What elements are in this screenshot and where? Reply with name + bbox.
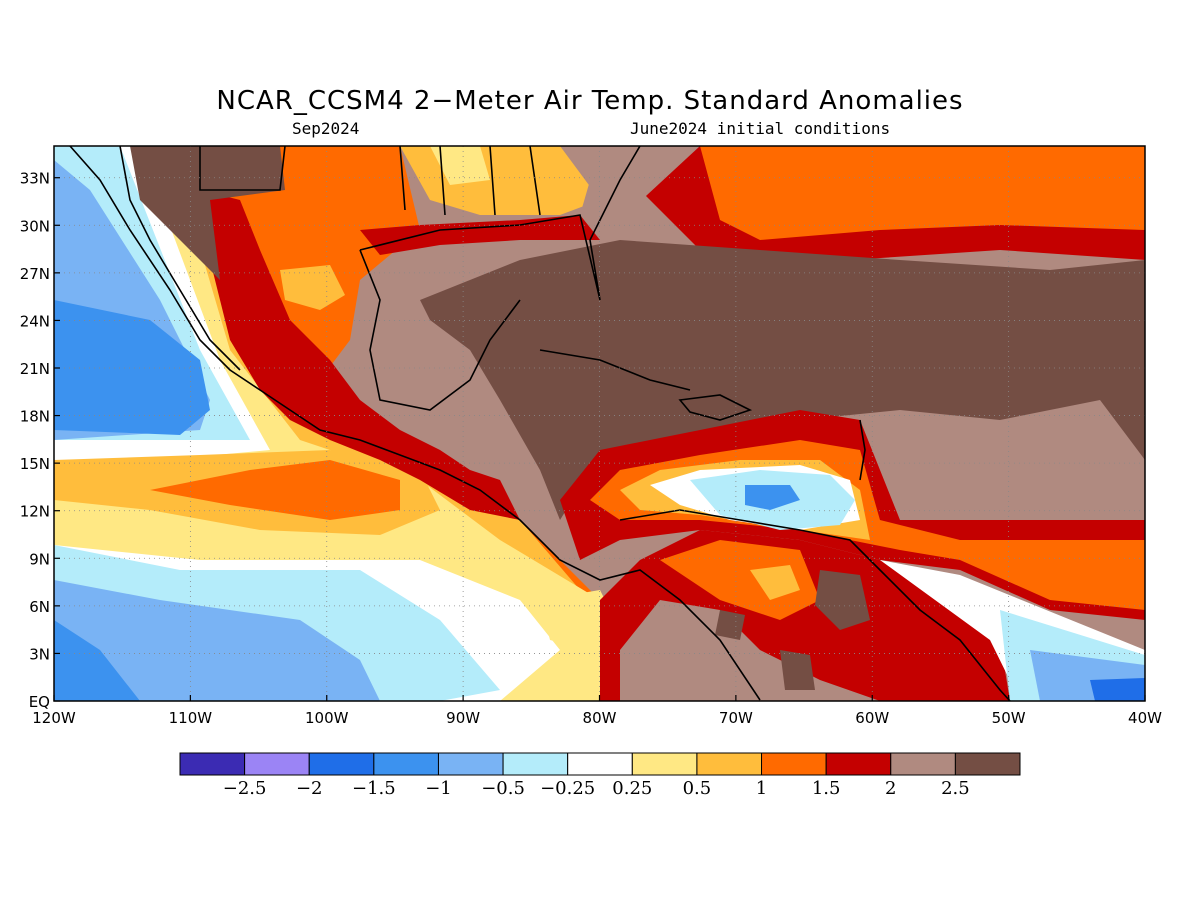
colorbar-label: 2.5 <box>941 778 970 799</box>
x-tick-label: 100W <box>305 709 349 727</box>
colorbar-swatch <box>244 752 310 776</box>
colorbar-swatch <box>890 752 956 776</box>
x-tick-label: 50W <box>992 709 1026 727</box>
y-tick-label: 12N <box>20 503 50 521</box>
colorbar-label: −0.5 <box>481 778 525 799</box>
colorbar-swatch <box>954 752 1021 776</box>
colorbar-swatch <box>631 752 698 776</box>
x-tick-label: 110W <box>169 709 213 727</box>
colorbar-swatch <box>502 752 569 776</box>
colorbar-swatch <box>696 752 763 776</box>
map-title: NCAR_CCSM4 2−Meter Air Temp. Standard An… <box>216 86 964 116</box>
y-tick-label: 24N <box>20 312 50 330</box>
x-tick-label: 120W <box>32 709 76 727</box>
y-tick-label: 6N <box>29 598 50 616</box>
colorbar-label: −0.25 <box>540 778 595 799</box>
y-tick-label: 15N <box>20 455 50 473</box>
forecast-month: Sep2024 <box>292 119 360 138</box>
x-tick-label: 70W <box>719 709 753 727</box>
coastline-overlay <box>69 146 1011 701</box>
colorbar-label: −1.5 <box>352 778 396 799</box>
colorbar-swatch <box>567 752 633 776</box>
colorbar-label: 1.5 <box>812 778 841 799</box>
y-tick-label: 33N <box>20 170 50 188</box>
x-tick-label: 40W <box>1128 709 1162 727</box>
x-tick-label: 90W <box>446 709 480 727</box>
colorbar-swatch <box>761 752 827 776</box>
y-tick-label: EQ <box>29 693 50 711</box>
colorbar-label: 0.25 <box>612 778 652 799</box>
y-tick-label: 30N <box>20 217 50 235</box>
graticule <box>54 146 1145 701</box>
latitude-axis: EQ 3N 6N 9N 12N 15N 18N 21N 24N 27N 30N 33N <box>20 170 60 711</box>
colorbar-swatch <box>437 752 504 776</box>
colorbar-swatch <box>373 752 439 776</box>
colorbar-legend: −2.5 −2 −1.5 −1 −0.5 −0.25 0.25 0.5 1 1.5 2 2.5 <box>179 752 1021 799</box>
y-tick-label: 27N <box>20 265 50 283</box>
initial-conditions: June2024 initial conditions <box>630 119 891 138</box>
colorbar-swatch <box>825 752 892 776</box>
x-tick-label: 60W <box>855 709 889 727</box>
y-tick-label: 9N <box>29 550 50 568</box>
colorbar-label: −2 <box>296 778 323 799</box>
colorbar-swatch <box>308 752 375 776</box>
colorbar-label: 1 <box>756 778 767 799</box>
y-tick-label: 3N <box>29 645 50 663</box>
colorbar-label: −2.5 <box>223 778 267 799</box>
colorbar-label: −1 <box>425 778 452 799</box>
y-tick-label: 21N <box>20 360 50 378</box>
colorbar-swatch <box>179 752 246 776</box>
colorbar-label: 0.5 <box>683 778 712 799</box>
y-tick-label: 18N <box>20 408 50 426</box>
longitude-axis: 120W 110W 100W 90W 80W 70W 60W 50W 40W <box>32 695 1162 727</box>
anomaly-shading <box>54 146 1145 701</box>
colorbar-label: 2 <box>885 778 896 799</box>
x-tick-label: 80W <box>583 709 617 727</box>
